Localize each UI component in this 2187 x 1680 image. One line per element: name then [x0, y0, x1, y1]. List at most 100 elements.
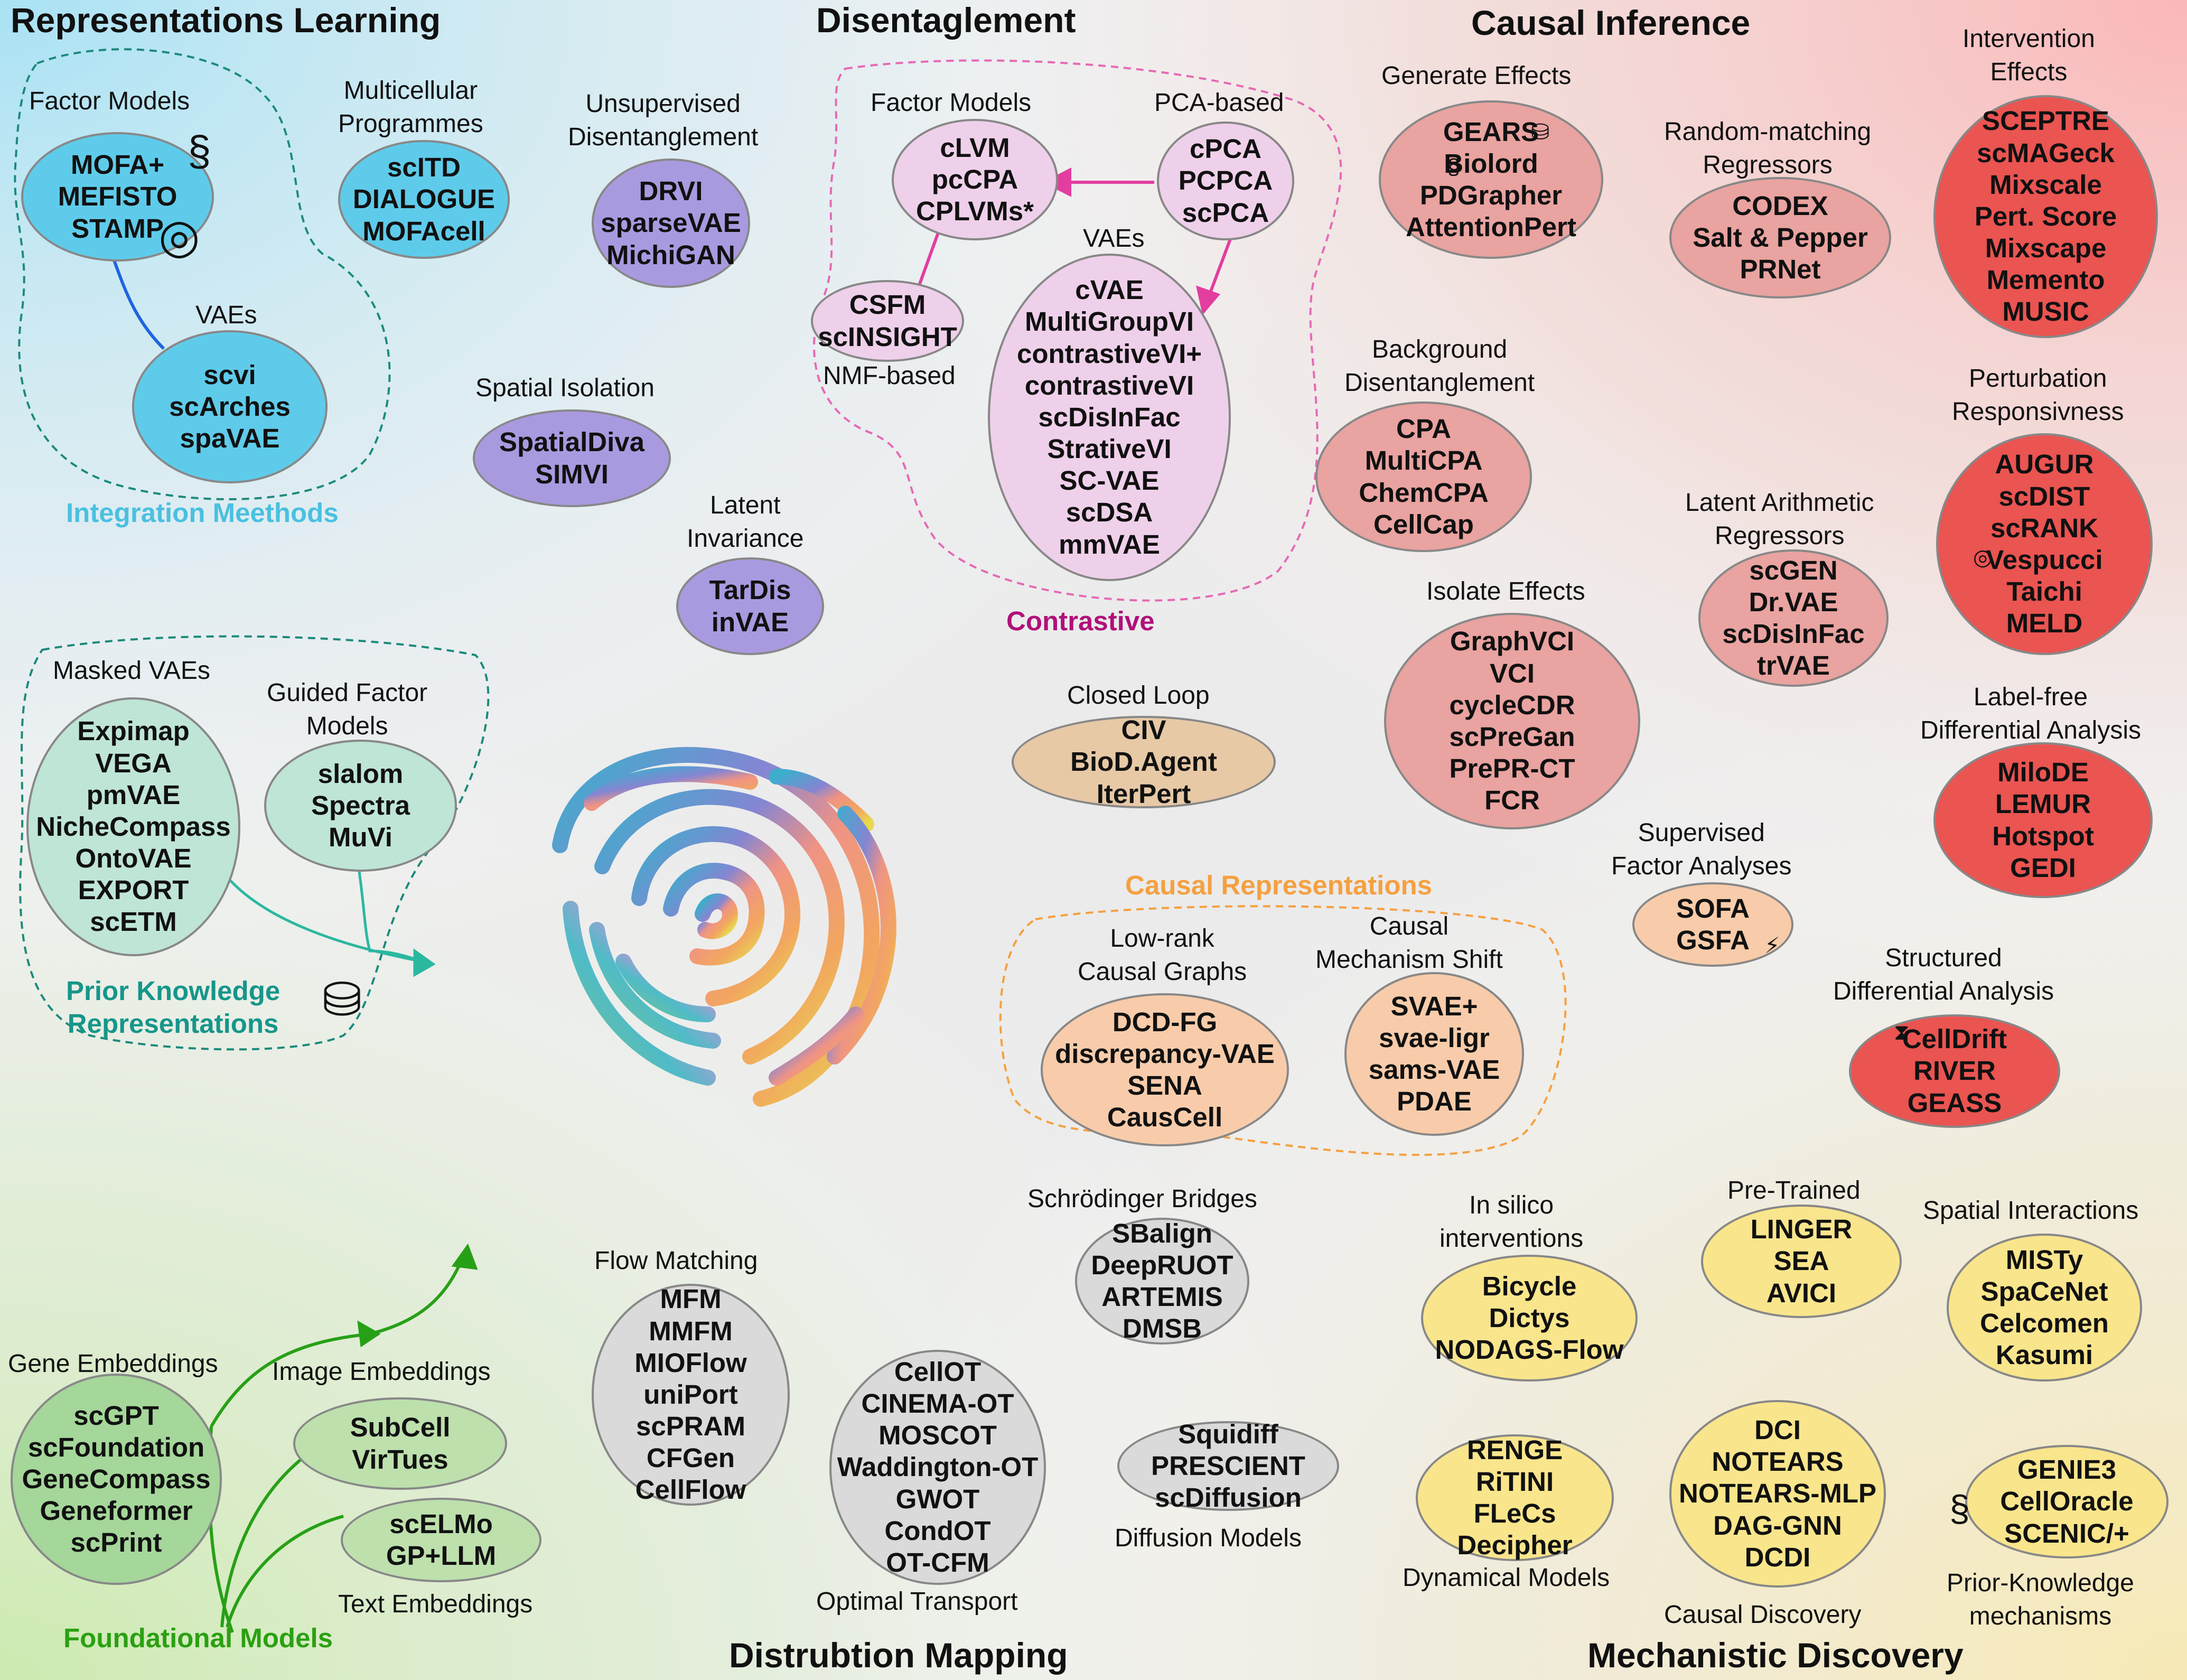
label-factor-models: Factor Models: [29, 87, 190, 115]
label-dynamical-models: Dynamical Models: [1403, 1564, 1610, 1592]
item-dag-gnn: DAG-GNN: [1713, 1510, 1842, 1541]
label-spatial-interactions: Spatial Interactions: [1923, 1197, 2139, 1225]
item-pdgrapher: PDGrapher: [1419, 180, 1563, 210]
ellipse-scitd: scITD DIALOGUE MOFAcell: [338, 140, 510, 259]
item-svae-ligr: svae-ligr: [1379, 1022, 1490, 1053]
item-contrastivevi: contrastiveVI: [1024, 370, 1194, 400]
label-background-disentanglement: Background Disentanglement: [1344, 333, 1535, 399]
label-spatial-isolation: Spatial Isolation: [475, 374, 655, 402]
item-drvi: DRVI: [639, 176, 703, 207]
label-multicellular: Multicellular Programmes: [338, 74, 483, 141]
ellipse-bicycle: Bicycle Dictys NODAGS-Flow: [1421, 1255, 1638, 1382]
label-lowrank-l1: Low-rank: [1110, 925, 1214, 953]
item-salt-pepper: Salt & Pepper: [1693, 222, 1868, 253]
item-scpca: scPCA: [1182, 197, 1269, 228]
label-bg-l2: Disentanglement: [1344, 369, 1535, 397]
ellipse-mofa: MOFA+ MEFISTO STAMP: [21, 132, 214, 262]
item-river: RIVER: [1913, 1056, 1996, 1086]
item-scdsa: scDSA: [1066, 497, 1153, 528]
item-waddington-ot: Waddington-OT: [837, 1452, 1039, 1482]
item-scenic: SCENIC/+: [2004, 1518, 2129, 1548]
item-misty: MISTy: [2005, 1244, 2083, 1275]
label-text-embeddings: Text Embeddings: [338, 1590, 533, 1618]
item-sea: SEA: [1773, 1246, 1829, 1276]
item-scgen: scGEN: [1749, 555, 1838, 585]
label-label-free: Label-free Differential Analysis: [1920, 680, 2141, 747]
ellipse-renge: RENGE RiTINI FLeCs Decipher: [1416, 1434, 1614, 1561]
item-cplvms: CPLVMs*: [916, 196, 1034, 227]
ellipse-sceptre: SCEPTRE scMAGeck Mixscale Pert. Score Mi…: [1933, 95, 2158, 338]
label-gene-embeddings: Gene Embeddings: [8, 1350, 218, 1378]
item-dci: DCI: [1754, 1415, 1801, 1445]
label-closed-loop: Closed Loop: [1067, 682, 1210, 710]
item-cyclecdr: cycleCDR: [1449, 689, 1575, 720]
item-meld: MELD: [2006, 608, 2083, 639]
label-optimal-transport: Optimal Transport: [816, 1588, 1018, 1616]
ellipse-graphvci: GraphVCI VCI cycleCDR scPreGan PrePR-CT …: [1384, 613, 1640, 829]
database-icon: ⛁: [322, 974, 362, 1026]
label-insilico-l1: In silico: [1469, 1191, 1554, 1219]
label-interv-l2: Effects: [1990, 58, 2068, 86]
item-codex: CODEX: [1732, 190, 1828, 221]
item-scprint: scPrint: [70, 1527, 162, 1558]
item-scpregan: scPreGan: [1449, 722, 1575, 752]
item-graphvci: GraphVCI: [1450, 626, 1575, 657]
label-image-embeddings: Image Embeddings: [272, 1358, 491, 1386]
item-gedi: GEDI: [2010, 852, 2076, 883]
ellipse-mfm: MFM MMFM MIOFlow uniPort scPRAM CFGen Ce…: [592, 1284, 790, 1506]
item-artemis: ARTEMIS: [1101, 1282, 1223, 1312]
item-virtues: VirTues: [352, 1444, 448, 1474]
item-augur: AUGUR: [1995, 449, 2094, 480]
label-guided-l2: Models: [306, 712, 388, 740]
item-avici: AVICI: [1766, 1277, 1837, 1308]
item-spacenet: SpaCeNet: [1980, 1276, 2108, 1306]
label-random-l1: Random-matching: [1664, 118, 1872, 146]
item-discrepancy-vae: discrepancy-VAE: [1055, 1038, 1275, 1069]
label-structured-differential: Structured Differential Analysis: [1833, 941, 2054, 1008]
item-prescient: PRESCIENT: [1151, 1450, 1305, 1481]
label-causal-discovery: Causal Discovery: [1664, 1601, 1862, 1629]
label-multicellular-l2: Programmes: [338, 110, 483, 138]
item-multicpa: MultiCPA: [1364, 445, 1483, 476]
item-scdiffusion: scDiffusion: [1155, 1482, 1302, 1513]
label-pert-l1: Perturbation: [1969, 365, 2107, 393]
label-intervention-effects: Intervention Effects: [1962, 22, 2095, 89]
item-celloracle: CellOracle: [2000, 1486, 2134, 1517]
item-tardis: TarDis: [709, 575, 791, 605]
label-sup-l1: Supervised: [1638, 819, 1765, 847]
item-clvm: cLVM: [940, 132, 1010, 163]
item-genecompass: GeneCompass: [22, 1463, 211, 1494]
ellipse-cellot: CellOT CINEMA-OT MOSCOT Waddington-OT GW…: [829, 1350, 1046, 1585]
item-uniport: uniPort: [643, 1379, 738, 1410]
dna-icon: §: [1949, 1488, 1970, 1529]
ellipse-cpca: cPCA PCPCA scPCA: [1157, 122, 1294, 240]
ellipse-linger: LINGER SEA AVICI: [1701, 1205, 1902, 1318]
causal-rep-group-outline: [999, 905, 1567, 1156]
item-celldrift: CellDrift: [1902, 1024, 2007, 1054]
item-spectra: Spectra: [311, 790, 410, 820]
prior-knowledge-label: Prior Knowledge Representations: [66, 975, 280, 1040]
item-kasumi: Kasumi: [1995, 1340, 2093, 1370]
location-pin-icon: ◎: [158, 210, 200, 263]
item-csfm: CSFM: [849, 290, 926, 320]
label-pre-trained: Pre-Trained: [1727, 1177, 1861, 1205]
ellipse-scgpt: scGPT scFoundation GeneCompass Geneforme…: [11, 1374, 222, 1585]
label-unsupervised: Unsupervised Disentanglement: [568, 87, 758, 154]
label-mech-l1: Causal: [1369, 912, 1449, 940]
label-guided-l1: Guided Factor: [267, 679, 428, 707]
label-interv-l1: Intervention: [1962, 25, 2095, 53]
label-random-matching: Random-matching Regressors: [1664, 115, 1871, 182]
item-notears-mlp: NOTEARS-MLP: [1679, 1478, 1876, 1509]
item-squidiff: Squidiff: [1178, 1418, 1278, 1449]
item-mixscale: Mixscale: [1989, 169, 2102, 200]
item-biodagent: BioD.Agent: [1070, 746, 1217, 777]
item-subcell: SubCell: [350, 1412, 451, 1443]
section-title-mechanistic-discovery: Mechanistic Discovery: [1587, 1636, 1964, 1675]
item-scrank: scRANK: [1990, 512, 2099, 543]
label-sup-l2: Factor Analyses: [1611, 852, 1792, 880]
item-gp-llm: GP+LLM: [386, 1541, 497, 1571]
item-mfm: MFM: [660, 1284, 722, 1314]
label-masked-vaes: Masked VAEs: [53, 657, 210, 685]
item-muvi: MuVi: [329, 822, 392, 853]
